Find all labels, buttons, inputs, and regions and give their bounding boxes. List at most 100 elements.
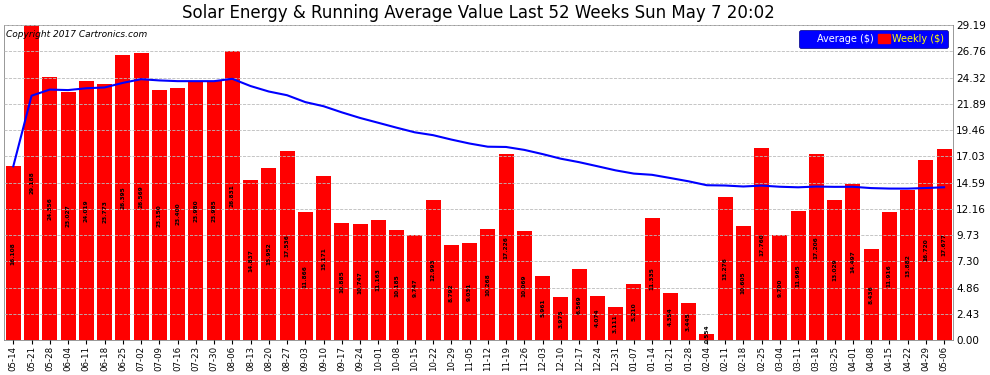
Bar [882, 211, 897, 340]
Text: 0.554: 0.554 [704, 325, 709, 343]
Text: 17.677: 17.677 [941, 233, 946, 256]
Bar [480, 230, 495, 340]
Text: 11.866: 11.866 [303, 265, 308, 288]
Bar [791, 211, 806, 340]
Bar [863, 249, 878, 340]
Bar [335, 223, 349, 340]
Text: 29.188: 29.188 [29, 171, 34, 194]
Text: 3.111: 3.111 [613, 314, 618, 333]
Bar [644, 218, 659, 340]
Bar [900, 190, 915, 340]
Text: 10.605: 10.605 [741, 272, 745, 294]
Bar [937, 149, 951, 340]
Bar [681, 303, 696, 340]
Bar [407, 235, 423, 340]
Text: 23.773: 23.773 [102, 200, 107, 223]
Bar [225, 51, 240, 340]
Text: 23.980: 23.980 [193, 200, 198, 222]
Bar [663, 293, 678, 340]
Bar [608, 307, 623, 340]
Text: 13.276: 13.276 [723, 257, 728, 280]
Bar [60, 92, 75, 340]
Bar [244, 180, 258, 340]
Bar [115, 55, 131, 340]
Bar [535, 276, 550, 340]
Text: 3.975: 3.975 [558, 309, 563, 328]
Bar [718, 197, 733, 340]
Text: 10.069: 10.069 [522, 274, 527, 297]
Bar [754, 148, 769, 340]
Text: 26.569: 26.569 [139, 185, 144, 208]
Bar [736, 226, 750, 340]
Text: 10.747: 10.747 [357, 271, 362, 294]
Bar [627, 284, 642, 340]
Text: 9.031: 9.031 [467, 282, 472, 301]
Bar [79, 81, 94, 340]
Text: 8.792: 8.792 [448, 284, 453, 302]
Text: 10.185: 10.185 [394, 274, 399, 297]
Bar [6, 166, 21, 340]
Text: 3.445: 3.445 [686, 312, 691, 331]
Bar [699, 334, 714, 340]
Bar [919, 160, 934, 340]
Text: 10.885: 10.885 [340, 270, 345, 293]
Text: Copyright 2017 Cartronics.com: Copyright 2017 Cartronics.com [6, 30, 148, 39]
Text: 11.916: 11.916 [887, 264, 892, 287]
Text: 11.163: 11.163 [376, 268, 381, 291]
Legend: Average ($), Weekly ($): Average ($), Weekly ($) [799, 30, 948, 48]
Text: 14.837: 14.837 [248, 249, 253, 272]
Text: 26.395: 26.395 [121, 186, 126, 209]
Text: 17.226: 17.226 [504, 236, 509, 259]
Bar [279, 151, 295, 340]
Bar [389, 230, 404, 340]
Bar [809, 154, 824, 340]
Text: 4.074: 4.074 [595, 309, 600, 327]
Text: 5.961: 5.961 [541, 298, 545, 317]
Bar [462, 243, 477, 340]
Bar [170, 88, 185, 340]
Text: 15.952: 15.952 [266, 243, 271, 266]
Bar [499, 154, 514, 340]
Bar [571, 269, 586, 340]
Bar [352, 224, 367, 340]
Text: 14.497: 14.497 [850, 251, 855, 273]
Text: 8.436: 8.436 [868, 285, 873, 304]
Text: 23.150: 23.150 [156, 204, 161, 226]
Bar [43, 77, 57, 340]
Text: 11.335: 11.335 [649, 267, 654, 290]
Text: 16.108: 16.108 [11, 242, 16, 265]
Bar [97, 84, 112, 340]
Text: 17.760: 17.760 [759, 233, 764, 256]
Text: 13.882: 13.882 [905, 254, 910, 277]
Bar [24, 25, 39, 340]
Text: 11.965: 11.965 [796, 264, 801, 287]
Bar [261, 168, 276, 340]
Bar [444, 245, 458, 340]
Bar [772, 236, 787, 340]
Text: 17.206: 17.206 [814, 236, 819, 259]
Bar [590, 296, 605, 340]
Text: 6.569: 6.569 [576, 296, 581, 314]
Bar [188, 81, 203, 340]
Text: 9.700: 9.700 [777, 279, 782, 297]
Text: 10.268: 10.268 [485, 273, 490, 296]
Bar [553, 297, 568, 340]
Title: Solar Energy & Running Average Value Last 52 Weeks Sun May 7 20:02: Solar Energy & Running Average Value Las… [182, 4, 775, 22]
Text: 24.356: 24.356 [48, 197, 52, 220]
Bar [151, 90, 166, 340]
Text: 15.171: 15.171 [321, 247, 326, 270]
Bar [426, 200, 441, 340]
Text: 26.831: 26.831 [230, 184, 235, 207]
Bar [207, 81, 222, 340]
Text: 4.354: 4.354 [668, 307, 673, 326]
Bar [316, 176, 331, 340]
Bar [134, 53, 148, 340]
Bar [827, 200, 842, 340]
Text: 5.210: 5.210 [632, 303, 637, 321]
Text: 13.029: 13.029 [832, 258, 838, 281]
Text: 23.400: 23.400 [175, 202, 180, 225]
Text: 16.720: 16.720 [924, 238, 929, 261]
Text: 9.747: 9.747 [412, 278, 418, 297]
Bar [517, 231, 532, 340]
Text: 23.027: 23.027 [65, 204, 70, 227]
